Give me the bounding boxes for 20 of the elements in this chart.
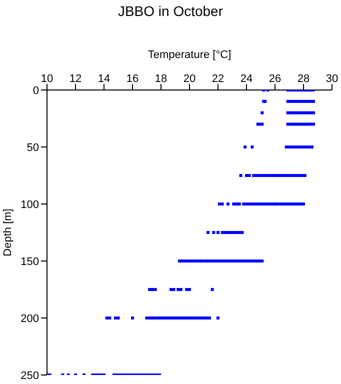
x-axis-title: Temperature [°C] xyxy=(148,48,232,61)
y-tick-label: 50 xyxy=(26,142,39,154)
y-tick-label: 0 xyxy=(32,84,39,97)
x-tick-label: 18 xyxy=(154,73,168,85)
x-tick-label: 10 xyxy=(40,73,54,85)
x-tick-label: 20 xyxy=(183,73,196,85)
y-tick-label: 150 xyxy=(20,256,39,268)
x-tick-label: 12 xyxy=(69,73,82,85)
x-tick-label: 26 xyxy=(268,73,282,85)
x-tick-label: 22 xyxy=(212,73,224,85)
x-tick-label: 24 xyxy=(240,73,253,85)
chart-title: JBBO in October xyxy=(116,2,224,21)
y-tick-label: 250 xyxy=(20,370,39,382)
x-tick-label: 28 xyxy=(297,73,310,85)
y-axis-title: Depth [m] xyxy=(2,208,14,256)
y-tick-label: 100 xyxy=(20,198,39,211)
y-tick-label: 200 xyxy=(20,312,39,325)
x-tick-label: 16 xyxy=(126,73,139,85)
x-tick-label: 14 xyxy=(98,73,110,85)
x-tick-label: 30 xyxy=(326,73,338,85)
